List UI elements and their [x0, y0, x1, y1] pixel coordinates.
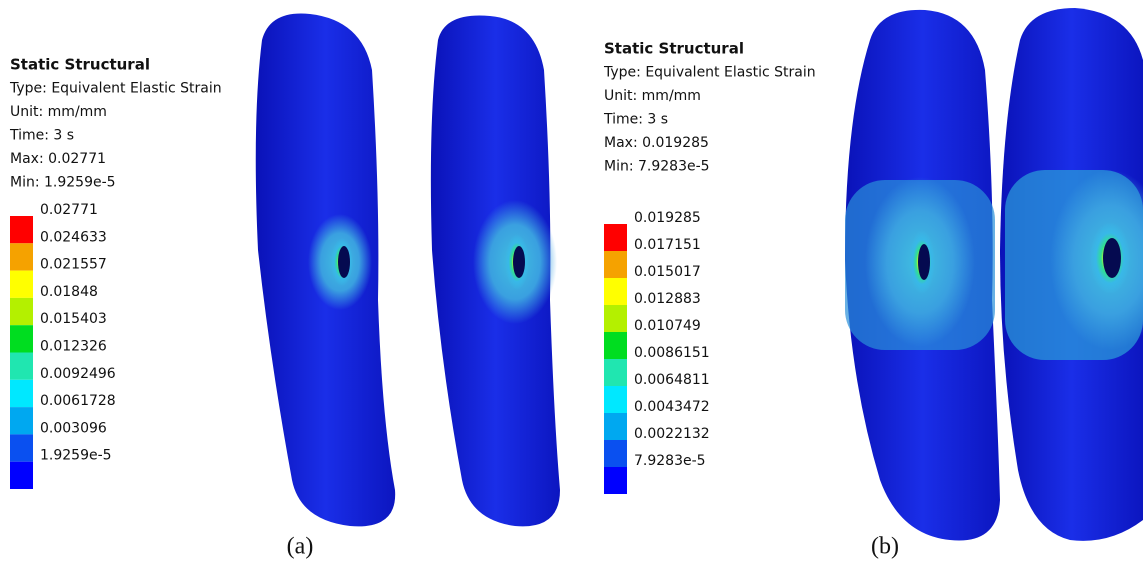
- legend-value: 1.9259e-5: [40, 448, 112, 464]
- legend-swatch: [10, 353, 33, 380]
- legend-value: 0.0092496: [40, 366, 116, 382]
- caption: (a): [287, 534, 314, 560]
- model-b: [845, 8, 1143, 541]
- figure: Static Structural Type: Equivalent Elasti…: [0, 0, 1143, 562]
- legend-swatch: [604, 359, 627, 386]
- legend-value: 0.012326: [40, 339, 107, 355]
- legend-swatch: [604, 467, 627, 494]
- legend-swatch: [10, 271, 33, 298]
- legend-swatch: [10, 216, 33, 243]
- legend-value: 0.003096: [40, 420, 107, 436]
- legend-swatch: [10, 434, 33, 461]
- legend-swatch: [604, 413, 627, 440]
- legend-value: 0.0086151: [634, 345, 710, 361]
- legend-value: 0.0061728: [40, 393, 116, 409]
- legend-value: 0.021557: [40, 257, 107, 273]
- legend-value: 0.024633: [40, 229, 107, 245]
- legend-swatch: [10, 243, 33, 270]
- legend-swatch: [604, 440, 627, 467]
- legend-value: 0.02771: [40, 202, 98, 218]
- legend-value: 0.010749: [634, 318, 701, 334]
- legend-info: Min: 7.9283e-5: [604, 159, 710, 175]
- legend-swatch: [604, 278, 627, 305]
- legend-title: Static Structural: [604, 40, 744, 58]
- legend-swatch: [604, 386, 627, 413]
- legend-value: 0.019285: [634, 210, 701, 226]
- legend-info: Min: 1.9259e-5: [10, 175, 116, 191]
- legend-info: Max: 0.02771: [10, 151, 106, 167]
- legend-value: 0.0022132: [634, 426, 710, 442]
- legend-info: Time: 3 s: [603, 112, 668, 128]
- legend-swatch: [604, 251, 627, 278]
- legend-swatch: [604, 332, 627, 359]
- legend-value: 0.015403: [40, 311, 107, 327]
- caption: (b): [871, 534, 899, 560]
- legend-info: Type: Equivalent Elastic Strain: [603, 65, 816, 81]
- legend-value: 0.015017: [634, 264, 701, 280]
- legend-swatch: [10, 462, 33, 489]
- legend-info: Unit: mm/mm: [10, 104, 107, 120]
- legend-info: Unit: mm/mm: [604, 88, 701, 104]
- legend-value: 0.012883: [634, 291, 701, 307]
- legend-info: Max: 0.019285: [604, 135, 709, 151]
- legend-value: 0.017151: [634, 237, 701, 253]
- legend-info: Time: 3 s: [9, 128, 74, 144]
- legend-value: 7.9283e-5: [634, 453, 706, 469]
- legend-info: Type: Equivalent Elastic Strain: [9, 81, 222, 97]
- legend-swatch: [604, 224, 627, 251]
- legend-swatch: [604, 305, 627, 332]
- legend-swatch: [10, 407, 33, 434]
- legend-value: 0.01848: [40, 284, 98, 300]
- legend-swatch: [10, 298, 33, 325]
- legend-value: 0.0064811: [634, 372, 710, 388]
- legend-title: Static Structural: [10, 56, 150, 74]
- legend-swatch: [10, 325, 33, 352]
- legend-swatch: [10, 380, 33, 407]
- legend-value: 0.0043472: [634, 399, 710, 415]
- model-a: [256, 14, 560, 527]
